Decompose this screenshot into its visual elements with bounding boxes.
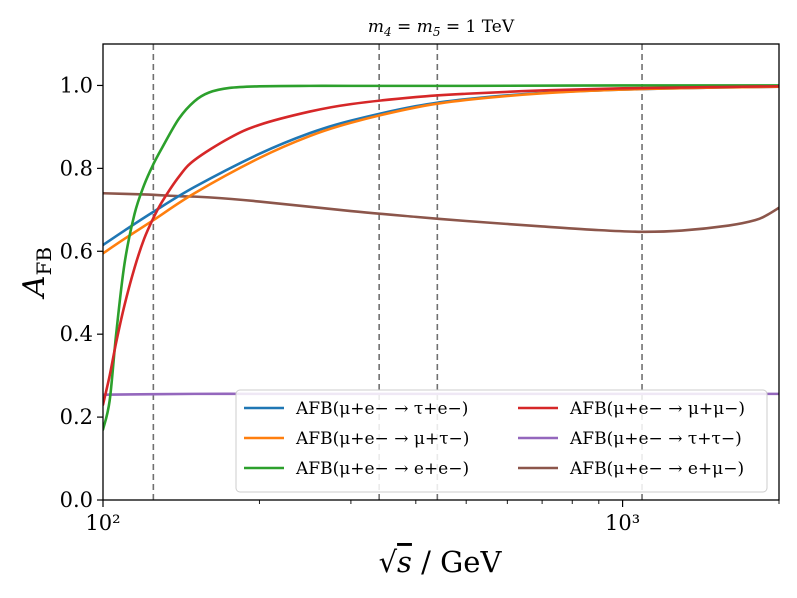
series-line — [103, 85, 779, 255]
series-line — [103, 85, 779, 247]
chart-title: m4 = m5 = 1 TeV — [368, 17, 515, 39]
plot-frame — [102, 43, 780, 501]
legend-label: AFB(μ+e− → μ+μ−) — [569, 399, 745, 419]
y-ticks: 0.0 0.2 0.4 0.6 0.8 1.0 — [60, 73, 103, 512]
legend-label: AFB(μ+e− → τ+e−) — [295, 399, 468, 419]
y-tick-label: 0.6 — [60, 239, 93, 263]
legend-label: AFB(μ+e− → τ+τ−) — [569, 429, 742, 449]
legend-label: AFB(μ+e− → e+μ−) — [569, 459, 744, 479]
y-tick-label: 0.2 — [60, 405, 93, 429]
x-tick-label: 10³ — [605, 511, 640, 535]
legend: AFB(μ+e− → τ+e−) AFB(μ+e− → μ+τ−) AFB(μ+e−… — [235, 389, 768, 493]
y-axis-label: AFB — [17, 247, 56, 300]
series-line — [103, 191, 779, 234]
x-axis-label: √s / GeV — [379, 545, 503, 579]
x-tick-label: 10² — [85, 511, 120, 535]
legend-box — [235, 389, 768, 493]
y-tick-label: 1.0 — [60, 73, 93, 97]
y-tick-label: 0.4 — [60, 322, 93, 346]
series-line — [103, 84, 779, 406]
series-group — [103, 84, 779, 431]
y-tick-label: 0.8 — [60, 156, 93, 180]
legend-label: AFB(μ+e− → e+e−) — [295, 459, 469, 479]
x-ticks: 10² 10³ — [85, 500, 780, 535]
legend-label: AFB(μ+e− → μ+τ−) — [295, 429, 469, 449]
series-line — [103, 84, 779, 431]
y-tick-label: 0.0 — [60, 488, 93, 512]
